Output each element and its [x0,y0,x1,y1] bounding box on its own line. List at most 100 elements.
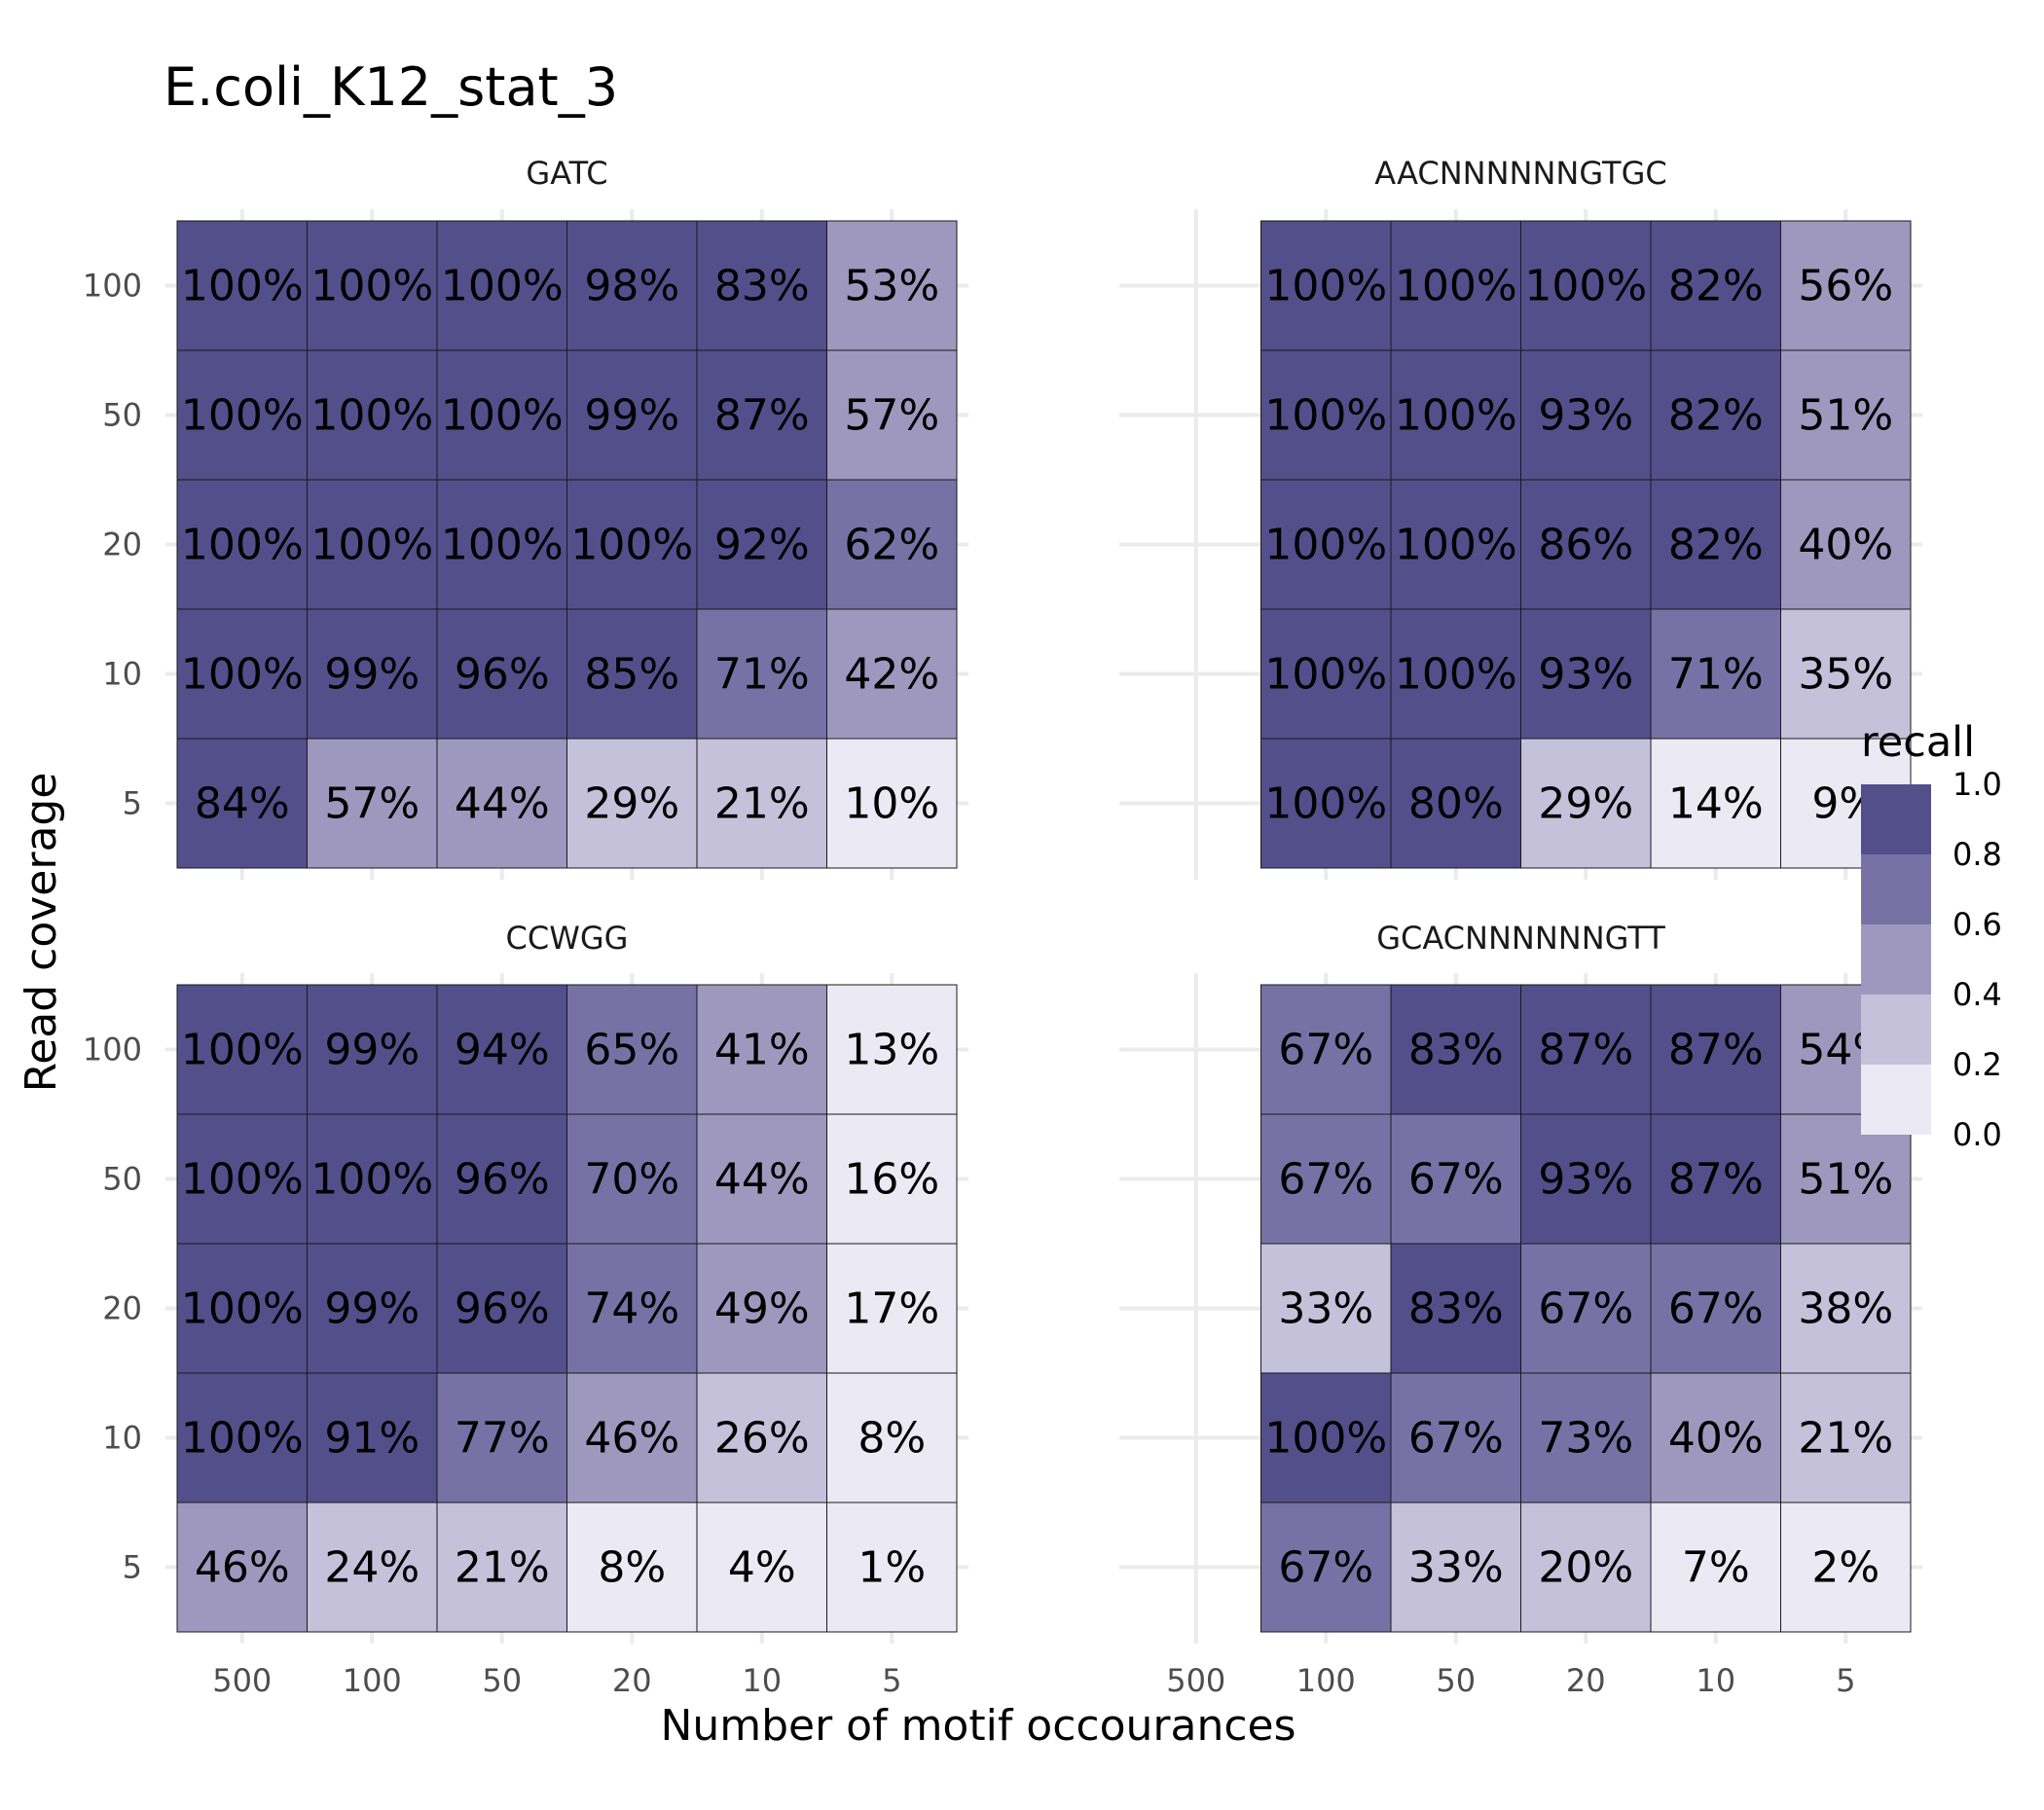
heatmap-cell [1650,349,1781,481]
y-tick-label: 100 [83,1032,142,1068]
heatmap-cell [1650,1113,1781,1245]
x-axis: 500 100 50 20 10 5 500 100 50 20 10 5 [212,1662,1855,1699]
heatmap-cell [696,1502,827,1633]
heatmap-cell [1260,984,1392,1115]
y-tick-label: 10 [102,656,142,693]
legend-tick-label: 0.2 [1953,1046,2002,1083]
cell-label: 84% [195,779,290,829]
heatmap-cell [307,1502,438,1633]
cell-label: 100% [1395,521,1517,570]
heatmap-cell [1520,1502,1652,1633]
heatmap-cell [176,349,308,481]
cell-label: 82% [1668,391,1764,441]
heatmap-cell [696,1243,827,1374]
heatmap-cell [1650,608,1781,740]
cell-label: 100% [1264,521,1387,570]
cell-label: 62% [844,521,939,570]
heatmap-cell [436,349,567,481]
cell-label: 29% [584,779,679,829]
heatmap-cell [1520,608,1652,740]
y-axis-title: Read coverage [17,773,66,1093]
heatmap-cell [1780,608,1912,740]
cell-label: 57% [844,391,939,441]
y-tick-label: 5 [123,1549,142,1586]
cell-label: 71% [714,650,810,700]
heatmap-cell [176,479,308,610]
heatmap-cell [436,1372,567,1503]
cell-label: 93% [1538,650,1633,700]
cell-label: 100% [181,1414,304,1464]
heatmap-cell [307,984,438,1115]
legend-tick-label: 1.0 [1953,766,2002,803]
x-tick-label: 10 [742,1662,782,1699]
cell-label: 92% [714,521,810,570]
heatmap-cell [176,220,308,351]
legend-key [1861,995,1931,1065]
heatmap-cell [826,349,958,481]
cell-label: 100% [441,262,564,311]
heatmap-cell [566,984,698,1115]
y-tick-label: 50 [102,397,142,434]
heatmap-cell [1390,1243,1521,1374]
heatmap-cell [307,479,438,610]
chart-title: E.coli_K12_stat_3 [164,56,618,118]
cell-label: 40% [1798,521,1893,570]
x-tick-label: 500 [1166,1662,1225,1699]
y-tick-label: 50 [102,1161,142,1198]
heatmap-cell [696,220,827,351]
heatmap-cell [1390,479,1521,610]
cell-label: 26% [714,1414,810,1464]
heatmap-cell [436,479,567,610]
cell-label: 71% [1668,650,1764,700]
legend-key [1861,1065,1931,1135]
x-tick-label: 10 [1696,1662,1735,1699]
legend-key [1861,854,1931,924]
cell-label: 49% [714,1285,810,1334]
x-axis-title: Number of motif occourances [660,1701,1296,1751]
cell-label: 67% [1278,1155,1373,1205]
heatmap-cell [1390,984,1521,1115]
heatmap-cell [696,984,827,1115]
heatmap-cell [1650,479,1781,610]
heatmap-cell [1780,1372,1912,1503]
cell-label: 82% [1668,262,1764,311]
cell-label: 2% [1811,1543,1880,1593]
heatmap-cell [826,220,958,351]
cell-label: 67% [1538,1285,1633,1334]
cell-label: 98% [584,262,679,311]
cell-label: 51% [1798,1155,1893,1205]
cell-label: 51% [1798,391,1893,441]
cell-label: 100% [1524,262,1647,311]
cell-label: 67% [1668,1285,1764,1334]
legend-tick-label: 0.0 [1953,1116,2002,1153]
cell-label: 57% [324,779,420,829]
heatmap-cell [307,608,438,740]
heatmap-cell [176,1372,308,1503]
cell-label: 46% [195,1543,290,1593]
cell-label: 100% [310,521,433,570]
cell-label: 99% [324,650,420,700]
heatmap-cell [826,1502,958,1633]
cell-label: 44% [455,779,550,829]
cell-label: 93% [1538,1155,1633,1205]
cell-label: 99% [324,1285,420,1334]
cell-label: 87% [714,391,810,441]
heatmap-cell [1260,1502,1392,1633]
heatmap-cell [1520,479,1652,610]
heatmap-cell [1390,608,1521,740]
cell-label: 65% [584,1026,679,1075]
heatmap-cell [1520,1372,1652,1503]
heatmap-cell [826,1113,958,1245]
heatmap-cell [307,738,438,869]
heatmap-cell [176,738,308,869]
cell-label: 38% [1798,1285,1893,1334]
cell-label: 74% [584,1285,679,1334]
cell-label: 96% [455,1285,550,1334]
x-tick-label: 50 [1436,1662,1476,1699]
heatmap-cell [1520,984,1652,1115]
heatmap-cell [1390,738,1521,869]
x-tick-label: 5 [1836,1662,1855,1699]
cell-label: 100% [1264,1414,1387,1464]
